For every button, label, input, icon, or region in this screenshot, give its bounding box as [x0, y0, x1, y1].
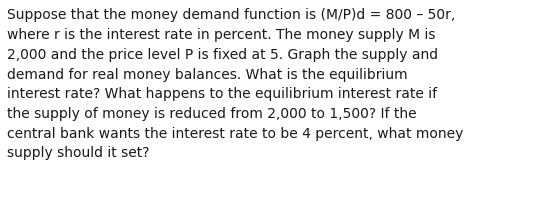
Text: Suppose that the money demand function is (M/P)d = 800 – 50r,
where r is the int: Suppose that the money demand function i…	[7, 8, 464, 160]
